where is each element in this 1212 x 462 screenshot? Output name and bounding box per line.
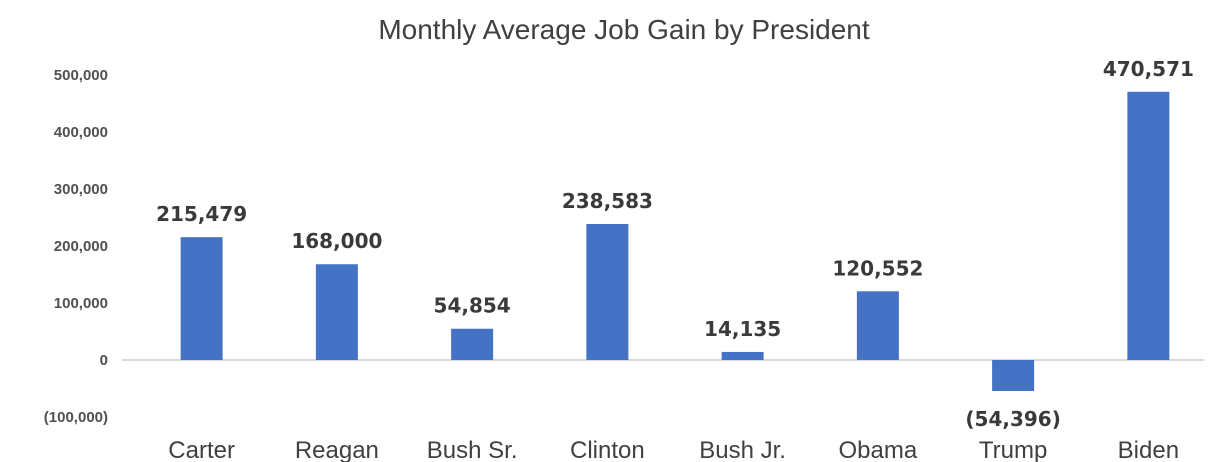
bar-obama: [856, 291, 899, 360]
x-tick-label: Obama: [839, 437, 918, 462]
x-tick-label: Reagan: [295, 437, 379, 462]
y-axis-ticks: (100,000) 0 100,000 200,000 300,000 400,000 50…: [44, 67, 108, 426]
x-tick-label: Clinton: [570, 437, 645, 462]
bar-bush-sr: [451, 328, 494, 360]
x-tick-label: Bush Jr.: [699, 437, 786, 462]
data-label: 54,854: [434, 294, 511, 318]
bar-series: [180, 91, 1170, 392]
data-label: 215,479: [156, 202, 247, 226]
x-tick-label: Carter: [168, 437, 235, 462]
y-tick-label: 100,000: [54, 295, 108, 312]
y-tick-label: (100,000): [44, 409, 108, 426]
bar-carter: [180, 237, 223, 360]
data-labels: 215,479 168,000 54,854 238,583 14,135 120,552…: [156, 57, 1194, 431]
y-tick-label: 0: [100, 352, 108, 369]
data-label: 120,552: [832, 256, 923, 280]
bar-bush-jr: [721, 351, 764, 360]
y-tick-label: 400,000: [54, 124, 108, 141]
x-tick-label: Bush Sr.: [427, 437, 518, 462]
data-label: 470,571: [1103, 57, 1194, 81]
data-label: 238,583: [562, 189, 653, 213]
y-tick-label: 200,000: [54, 238, 108, 255]
bar-biden: [1127, 91, 1170, 360]
bar-clinton: [586, 224, 629, 360]
bar-trump: [992, 360, 1035, 392]
x-tick-label: Biden: [1118, 437, 1179, 462]
data-label: (54,396): [965, 407, 1060, 431]
x-axis-ticks: Carter Reagan Bush Sr. Clinton Bush Jr. Obama…: [168, 437, 1179, 462]
y-tick-label: 500,000: [54, 67, 108, 84]
y-tick-label: 300,000: [54, 181, 108, 198]
x-tick-label: Trump: [979, 437, 1047, 462]
data-label: 168,000: [291, 229, 382, 253]
bar-reagan: [315, 264, 358, 360]
chart-title: Monthly Average Job Gain by President: [378, 14, 870, 45]
data-label: 14,135: [704, 317, 781, 341]
